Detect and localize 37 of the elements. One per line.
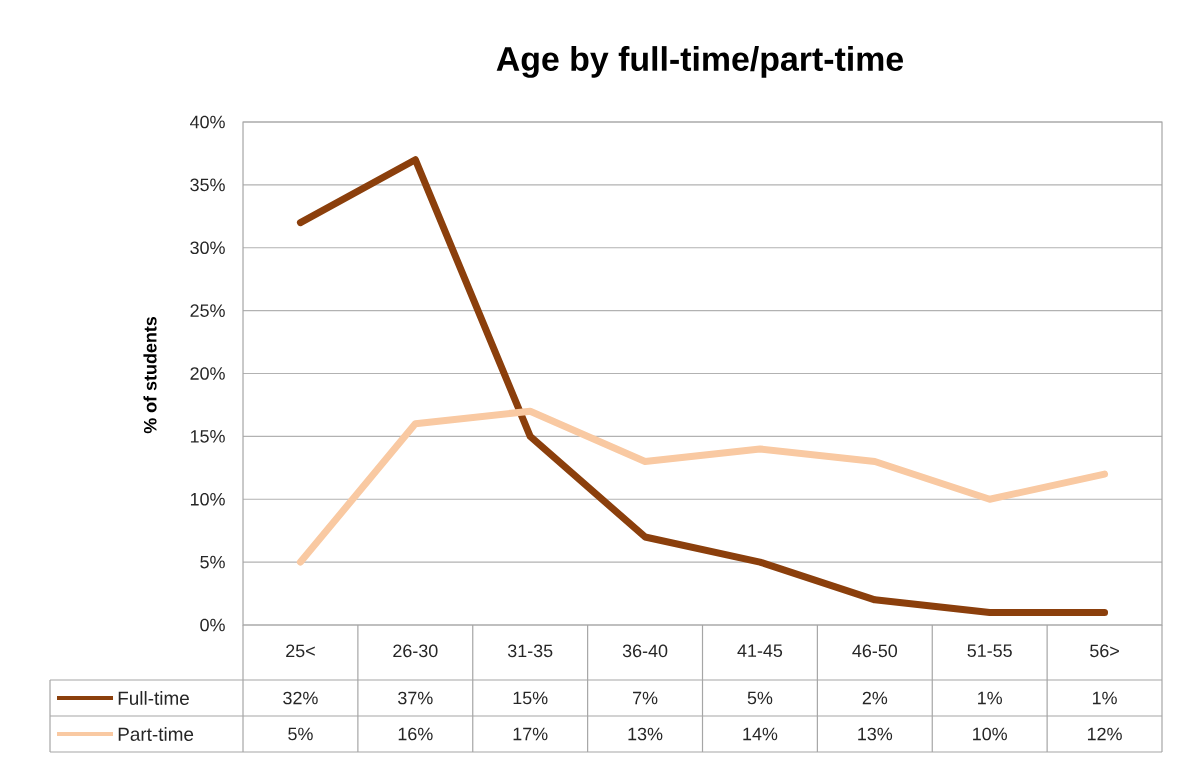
data-label: 15% [513,691,548,705]
data-label: 1% [1092,691,1117,705]
data-label: 1% [978,691,1003,705]
x-tick-label: 41-45 [737,644,783,658]
y-tick-label: 20% [190,367,225,380]
x-tick-label: 36-40 [622,644,668,658]
x-tick-label: 46-50 [852,644,898,658]
data-label: 14% [743,727,778,741]
data-label: 5% [288,727,313,741]
data-label: 12% [1087,727,1122,741]
y-tick-label: 15% [190,430,225,443]
data-label: 7% [633,691,658,705]
data-label: 10% [973,727,1007,741]
y-tick-label: 40% [190,115,225,129]
x-tick-label: 56> [1090,644,1119,658]
x-tick-label: 25< [286,644,315,658]
data-label: 13% [628,727,663,741]
x-tick-label: 31-35 [507,644,553,658]
data-label: 2% [862,691,888,705]
y-tick-label: 10% [190,492,225,506]
data-label: 17% [513,727,548,741]
y-tick-label: 5% [200,555,225,569]
chart-title: Age by full-time/part-time [496,46,904,78]
y-axis-title: % of students [143,316,157,434]
data-label: 16% [398,727,433,741]
data-label: 37% [398,691,433,705]
y-tick-label: 35% [190,178,225,192]
data-label: 5% [747,691,773,705]
y-tick-label: 30% [190,241,225,255]
legend-label: Full-time [118,691,189,705]
x-tick-label: 51-55 [967,644,1012,658]
y-tick-label: 0% [200,618,225,632]
x-tick-label: 26-30 [393,644,438,658]
data-label: 13% [858,727,893,741]
data-label: 32% [283,691,318,705]
y-tick-label: 25% [190,304,225,317]
legend-label: Part-time [118,727,194,741]
